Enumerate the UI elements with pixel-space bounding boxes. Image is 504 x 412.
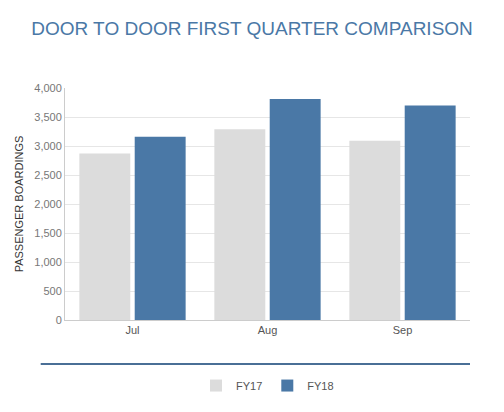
svg-text:Sep: Sep: [393, 324, 413, 336]
svg-text:FY18: FY18: [307, 380, 333, 392]
svg-text:3,500: 3,500: [34, 111, 62, 123]
svg-text:0: 0: [56, 314, 62, 326]
svg-text:Jul: Jul: [125, 324, 139, 336]
svg-text:500: 500: [43, 285, 61, 297]
svg-text:FY17: FY17: [236, 380, 262, 392]
svg-text:4,000: 4,000: [34, 82, 62, 94]
svg-text:DOOR TO DOOR FIRST QUARTER COM: DOOR TO DOOR FIRST QUARTER COMPARISON: [31, 18, 473, 39]
svg-text:2,000: 2,000: [34, 198, 62, 210]
svg-text:1,500: 1,500: [34, 227, 62, 239]
svg-text:3,000: 3,000: [34, 140, 62, 152]
svg-text:PASSENGER BOARDINGS: PASSENGER BOARDINGS: [13, 136, 25, 273]
svg-text:2,500: 2,500: [34, 169, 62, 181]
svg-text:Aug: Aug: [258, 324, 278, 336]
svg-text:1,000: 1,000: [34, 256, 62, 268]
